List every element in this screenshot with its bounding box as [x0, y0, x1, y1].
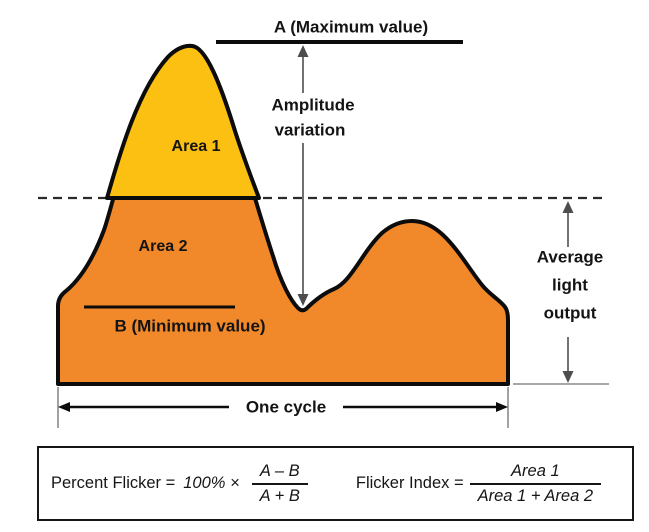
formula-box: Percent Flicker = 100% × A – B A + B Fli… [37, 446, 634, 521]
average-label-line1: Average [536, 247, 604, 267]
percent-flicker-coefficient: 100% × [183, 474, 240, 492]
waveform-area1-cap [105, 43, 261, 200]
amplitude-label-line1: Amplitude [271, 95, 355, 115]
average-arrow-up [562, 201, 574, 247]
one-cycle-label: One cycle [245, 397, 327, 417]
flicker-index-fraction: Area 1 Area 1 + Area 2 [469, 461, 602, 506]
arrowhead-right-icon [496, 402, 508, 412]
average-label-line2: light [552, 275, 588, 295]
amplitude-arrow-upper [297, 45, 309, 93]
area1-label: Area 1 [171, 138, 221, 155]
fraction-denominator: A + B [251, 482, 308, 506]
area2-label: Area 2 [138, 238, 188, 255]
arrowhead-left-icon [58, 402, 70, 412]
percent-flicker-formula: Percent Flicker = 100% × A – B A + B [51, 462, 308, 506]
flicker-index-formula: Flicker Index = Area 1 Area 1 + Area 2 [355, 461, 602, 506]
arrowhead-down-icon [562, 371, 574, 383]
arrowhead-up-icon [562, 201, 574, 213]
fraction-denominator: Area 1 + Area 2 [469, 482, 602, 506]
amplitude-label-line2: variation [274, 120, 346, 140]
percent-flicker-label: Percent Flicker = [51, 474, 176, 492]
average-label-line3: output [543, 303, 597, 323]
percent-flicker-fraction: A – B A + B [251, 461, 308, 506]
amplitude-arrow-lower [297, 143, 309, 306]
one-cycle-arrow [58, 402, 508, 412]
average-arrow-down [562, 337, 574, 383]
max-value-label: A (Maximum value) [273, 17, 429, 37]
flicker-index-label: Flicker Index = [355, 474, 464, 492]
min-value-label: B (Minimum value) [114, 316, 266, 336]
fraction-numerator: A – B [259, 461, 300, 480]
fraction-numerator: Area 1 [511, 461, 560, 480]
arrowhead-down-icon [297, 294, 309, 306]
arrowhead-up-icon [297, 45, 309, 57]
